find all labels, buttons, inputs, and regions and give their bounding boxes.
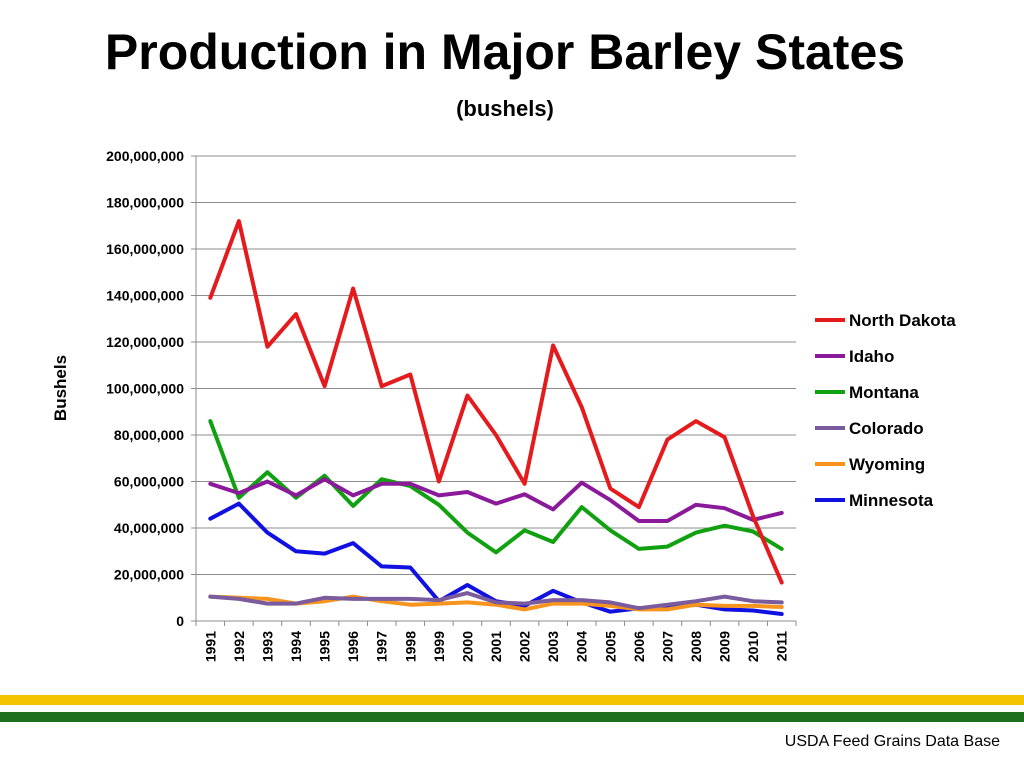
y-tick-label: 200,000,000 xyxy=(106,148,184,164)
legend-label: Colorado xyxy=(849,419,924,438)
legend-label: Idaho xyxy=(849,347,894,366)
yellow-footer-band xyxy=(0,695,1024,705)
legend-label: Montana xyxy=(849,383,919,402)
x-tick-label: 2001 xyxy=(488,631,504,662)
x-tick-label: 2005 xyxy=(602,631,618,662)
series-line-north-dakota xyxy=(208,219,784,585)
x-tick-label: 2009 xyxy=(717,631,733,662)
x-tick-label: 1995 xyxy=(317,631,333,662)
legend: North Dakota Idaho Montana Colorado Wyoming M… xyxy=(815,311,956,510)
y-tick-label: 100,000,000 xyxy=(106,381,184,397)
series-lines xyxy=(208,219,784,616)
x-tick-label: 2000 xyxy=(459,631,475,662)
axes xyxy=(191,155,797,626)
x-tick-label: 2002 xyxy=(517,631,533,662)
y-tick-label: 80,000,000 xyxy=(114,427,184,443)
y-tick-labels: 0 20,000,000 40,000,000 60,000,000 80,000,00… xyxy=(106,148,184,629)
green-footer-band xyxy=(0,712,1024,722)
x-tick-label: 2006 xyxy=(631,631,647,662)
series-line-idaho xyxy=(208,477,784,523)
y-tick-label: 60,000,000 xyxy=(114,474,184,490)
y-tick-label: 0 xyxy=(176,613,184,629)
source-note: USDA Feed Grains Data Base xyxy=(784,733,1000,750)
x-tick-label: 1997 xyxy=(374,631,390,662)
y-tick-label: 120,000,000 xyxy=(106,334,184,350)
x-tick-label: 2007 xyxy=(659,631,675,662)
y-tick-label: 20,000,000 xyxy=(114,567,184,583)
x-tick-label: 1991 xyxy=(202,631,218,662)
slide-subtitle: (bushels) xyxy=(456,96,554,121)
legend-label: Wyoming xyxy=(849,455,925,474)
legend-label: Minnesota xyxy=(849,491,934,510)
series-line-colorado xyxy=(208,591,784,611)
x-tick-label: 2011 xyxy=(774,631,790,662)
line-chart: 0 20,000,000 40,000,000 60,000,000 80,000,00… xyxy=(51,148,956,662)
x-tick-label: 2003 xyxy=(545,631,561,662)
x-tick-label: 2008 xyxy=(688,631,704,662)
x-tick-label: 2004 xyxy=(574,631,590,662)
y-axis-label: Bushels xyxy=(51,355,70,421)
y-tick-label: 180,000,000 xyxy=(106,195,184,211)
x-tick-label: 2010 xyxy=(745,631,761,662)
x-tick-label: 1996 xyxy=(345,631,361,662)
y-tick-label: 40,000,000 xyxy=(114,520,184,536)
y-tick-label: 140,000,000 xyxy=(106,288,184,304)
series-line-minnesota xyxy=(208,501,784,616)
x-tick-label: 1994 xyxy=(288,631,304,662)
gridlines xyxy=(196,155,796,575)
x-tick-label: 1998 xyxy=(402,631,418,662)
x-tick-label: 1992 xyxy=(231,631,247,662)
slide-title: Production in Major Barley States xyxy=(104,24,906,80)
legend-label: North Dakota xyxy=(849,311,956,330)
x-tick-label: 1993 xyxy=(259,631,275,662)
x-tick-labels: 1991 1992 1993 1994 1995 1996 1997 1998 1999 2000… xyxy=(202,631,789,662)
x-tick-label: 1999 xyxy=(431,631,447,662)
series-line-montana xyxy=(208,419,784,555)
y-tick-label: 160,000,000 xyxy=(106,241,184,257)
